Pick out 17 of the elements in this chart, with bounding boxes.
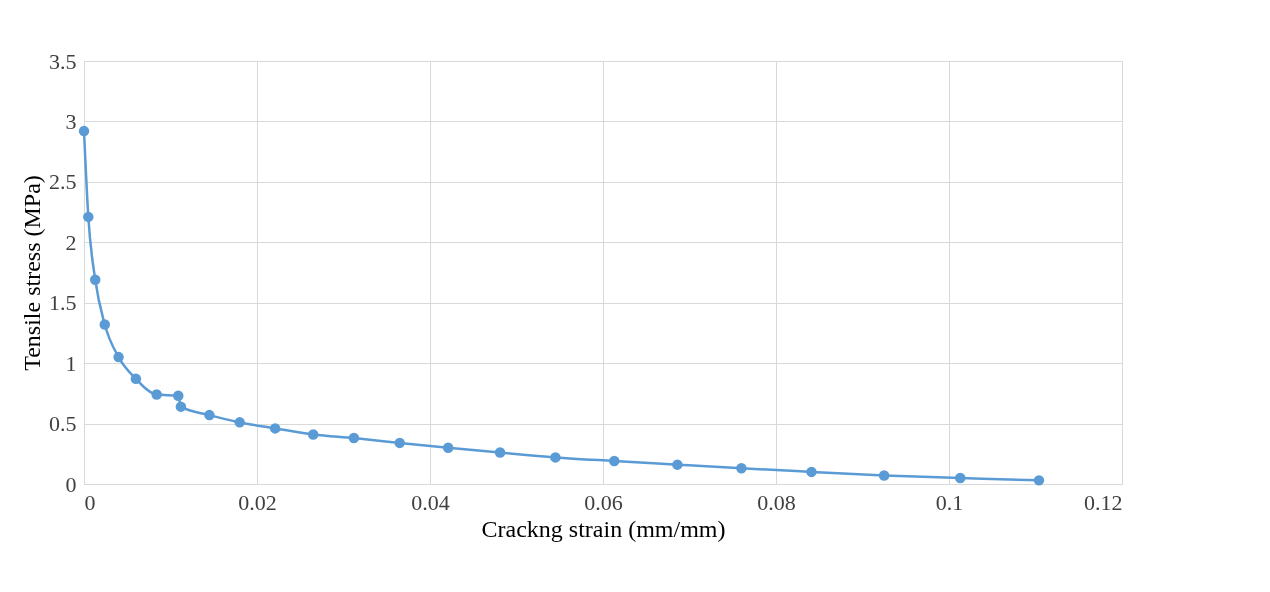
- x-tick-label: 0: [84, 489, 96, 515]
- x-tick-label: 0.08: [757, 489, 796, 515]
- x-tick-label: 0.02: [238, 489, 277, 515]
- x-tick-label: 0.1: [935, 489, 964, 515]
- y-tick-label: 0.5: [49, 411, 77, 437]
- y-axis-title: Tensile stress (MPa): [19, 175, 45, 371]
- x-tick-label: 0.06: [584, 489, 623, 515]
- y-tick-label: 1.5: [49, 290, 77, 316]
- y-tick-label: 1: [65, 350, 77, 376]
- y-tick-label: 0: [65, 471, 77, 497]
- y-tick-label: 2: [65, 229, 77, 255]
- y-tick-label: 3: [65, 108, 77, 134]
- x-tick-label: 0.04: [411, 489, 450, 515]
- y-tick-label: 2.5: [49, 169, 77, 195]
- x-axis-title: Crackng strain (mm/mm): [481, 515, 726, 542]
- x-tick-label: 0.12: [1084, 489, 1123, 515]
- y-tick-label: 3.5: [49, 48, 77, 74]
